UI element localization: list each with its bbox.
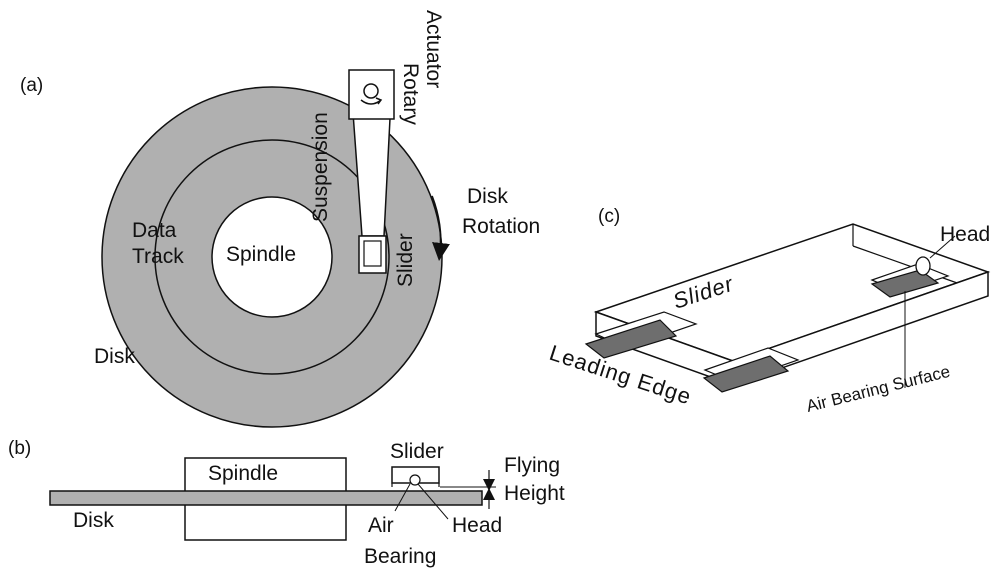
suspension-label: Suspension [309, 112, 332, 222]
air-bearing-pad-left [584, 319, 678, 359]
spindle-side-label: Spindle [208, 462, 278, 485]
head-leader-c [929, 235, 956, 259]
air-bearing-pad-center [702, 355, 790, 393]
panel-b: (b) Spindle Slider Flying Height Disk Ai… [8, 438, 565, 568]
rotary-label: Rotary [399, 63, 422, 125]
slider-label: Slider [394, 233, 417, 287]
slider-side-label: Slider [390, 440, 444, 463]
head-side-label: Head [452, 514, 502, 537]
air-label: Air [368, 514, 394, 537]
spindle-label: Spindle [226, 243, 296, 266]
disk-side-label: Disk [73, 509, 114, 532]
actuator-label: Actuator [422, 10, 445, 88]
bearing-label: Bearing [364, 545, 436, 568]
air-bearing-surface-label: Air Bearing Surface [804, 362, 952, 416]
actuator-arrowhead-icon [375, 97, 383, 105]
air-bearing-pad-right [870, 269, 940, 298]
panel-c: (c) Head Slider Leading Edge Air Bearing… [546, 206, 991, 416]
height-label: Height [504, 482, 565, 505]
data-track-circle [154, 139, 390, 375]
head-side-icon [409, 474, 421, 486]
disk-label: Disk [94, 345, 135, 368]
panel-b-tag: (b) [8, 438, 31, 459]
disk-rotation-label-disk: Disk [467, 185, 508, 208]
head-element-icon [915, 256, 931, 276]
disk-side-bar [49, 490, 483, 506]
data-track-label-track: Track [132, 245, 184, 268]
disk-rotation-label-rotation: Rotation [462, 215, 540, 238]
spindle-hole [211, 196, 333, 318]
air-bearing-leader [394, 483, 411, 512]
pivot-icon [363, 83, 379, 99]
head-leader [417, 483, 449, 520]
panel-c-tag: (c) [598, 206, 620, 227]
flying-label: Flying [504, 454, 560, 477]
disk-rotation-arrow-icon [431, 195, 450, 261]
head-label-c: Head [940, 223, 990, 246]
data-track-label-data: Data [132, 219, 177, 242]
panel-a: (a) Rotary Actuator Suspension Disk Rota… [20, 10, 540, 428]
panel-a-tag: (a) [20, 75, 43, 96]
slider-inner [363, 240, 382, 267]
